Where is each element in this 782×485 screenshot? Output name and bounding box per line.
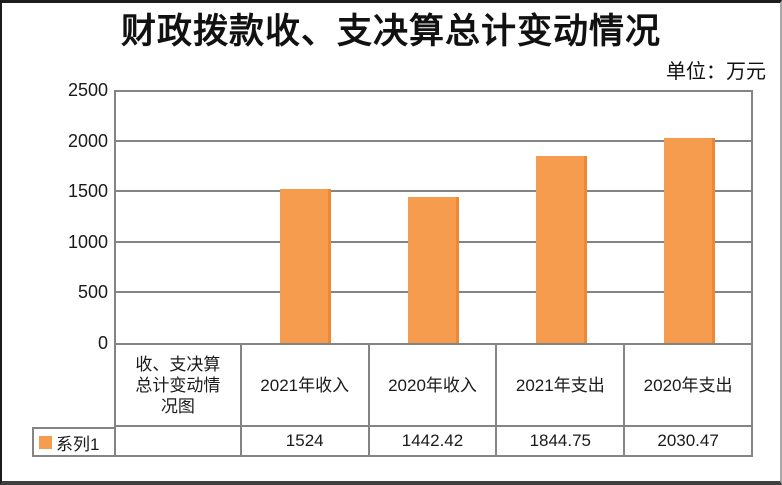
y-axis-tick-label: 2000 xyxy=(67,130,108,151)
data-table: 收、支决算 总计变动情 况图 2021年收入 2020年收入 2021年支出 2020年… xyxy=(32,343,753,457)
chart-bar xyxy=(408,197,459,343)
plot-right-border xyxy=(751,90,753,343)
table-header-cell: 2020年收入 xyxy=(369,343,498,427)
gridline xyxy=(114,139,753,142)
plot-area xyxy=(114,90,753,343)
table-value-cell xyxy=(114,427,242,457)
chart-bar xyxy=(535,156,587,343)
legend-series-label: 系列1 xyxy=(56,434,100,454)
y-axis: 0 500 1000 1500 2000 2500 xyxy=(30,3,108,363)
legend-cell: 系列1 xyxy=(32,427,114,457)
legend-header-spacer xyxy=(32,343,114,427)
table-header-cell: 收、支决算 总计变动情 况图 xyxy=(114,343,242,427)
chart-title: 财政拨款收、支决算总计变动情况 xyxy=(120,12,661,51)
gridline xyxy=(114,190,753,193)
legend-swatch xyxy=(39,435,52,449)
y-axis-tick-label: 0 xyxy=(97,333,108,353)
table-header-cell: 2021年支出 xyxy=(497,343,626,427)
table-value-cell: 1844.75 xyxy=(497,427,626,457)
y-axis-tick-label: 500 xyxy=(77,282,108,303)
table-value-cell: 1442.42 xyxy=(369,427,498,457)
plot-top-border xyxy=(114,90,753,92)
chart-bar xyxy=(663,137,715,343)
y-axis-tick-label: 1000 xyxy=(67,231,108,252)
table-value-cell: 1524 xyxy=(241,427,370,457)
table-header-cell: 2020年支出 xyxy=(625,343,753,427)
unit-label: 单位：万元 xyxy=(666,61,766,83)
y-axis-tick-label: 1500 xyxy=(67,181,108,202)
chart-bar xyxy=(280,188,332,343)
y-axis-tick-label: 2500 xyxy=(67,80,108,100)
table-value-cell: 2030.47 xyxy=(625,427,753,457)
table-header-cell: 2021年收入 xyxy=(241,343,370,427)
plot-left-border xyxy=(114,90,116,343)
